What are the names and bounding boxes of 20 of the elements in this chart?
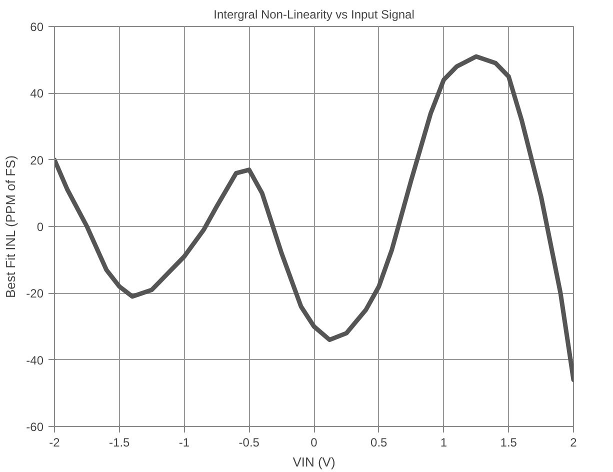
x-tick-label: 0 (310, 436, 318, 450)
x-tick-label: 2 (570, 436, 578, 450)
y-tick-label: 0 (36, 220, 44, 234)
x-tick-label: 1 (440, 436, 448, 450)
line-series (54, 54, 574, 382)
y-tick-label: 60 (30, 20, 44, 34)
x-axis-title: VIN (V) (292, 454, 336, 470)
x-tick-label: -2 (49, 436, 60, 450)
chart-title: Intergral Non-Linearity vs Input Signal (214, 8, 414, 22)
x-tick-label: -1.5 (109, 436, 130, 450)
x-tick-label: 1.5 (500, 436, 518, 450)
y-axis-title: Best Fit INL (PPM of FS) (3, 155, 18, 298)
y-tick-label: -20 (26, 286, 44, 301)
y-tick-label: -60 (26, 420, 44, 434)
y-tick-label: 20 (30, 153, 44, 168)
x-tick-label: -1 (178, 436, 190, 450)
x-tick-label: -0.5 (238, 436, 260, 450)
y-tick-label: -40 (26, 353, 44, 368)
x-tick-label: 0.5 (370, 436, 388, 450)
y-tick-label: 40 (30, 86, 44, 101)
